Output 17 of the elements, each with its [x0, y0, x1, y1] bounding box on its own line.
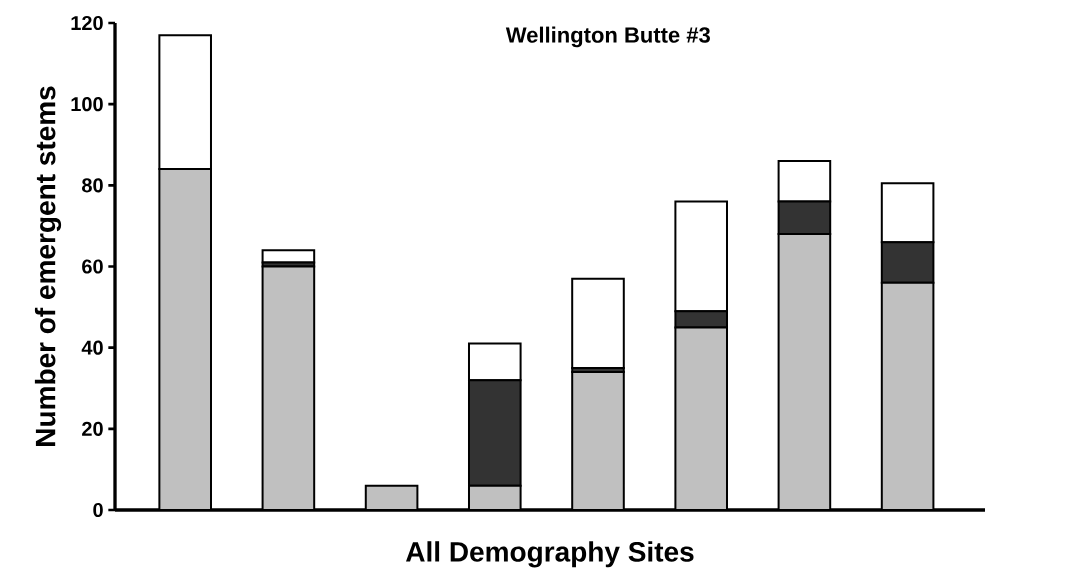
- y-tick-label: 0: [93, 502, 103, 518]
- y-tick-label: 120: [71, 15, 103, 31]
- y-tick-label: 100: [71, 97, 103, 112]
- bar: [571, 371, 625, 510]
- y-tick-label: 80: [82, 178, 103, 193]
- bar: [674, 326, 728, 510]
- y-tick-label: 40: [81, 340, 103, 355]
- y-tick-label: 60: [82, 259, 103, 274]
- y-axis-title: Number of emergent stems: [34, 86, 62, 446]
- y-tick-label: 20: [82, 421, 103, 436]
- bar: [571, 277, 625, 369]
- bar: [777, 233, 832, 510]
- chart-title: Wellington Butte #3: [505, 26, 710, 48]
- x-axis-title: All Demography Sites: [405, 541, 694, 568]
- bar: [261, 265, 316, 510]
- bar: [880, 281, 935, 510]
- bar: [158, 168, 212, 510]
